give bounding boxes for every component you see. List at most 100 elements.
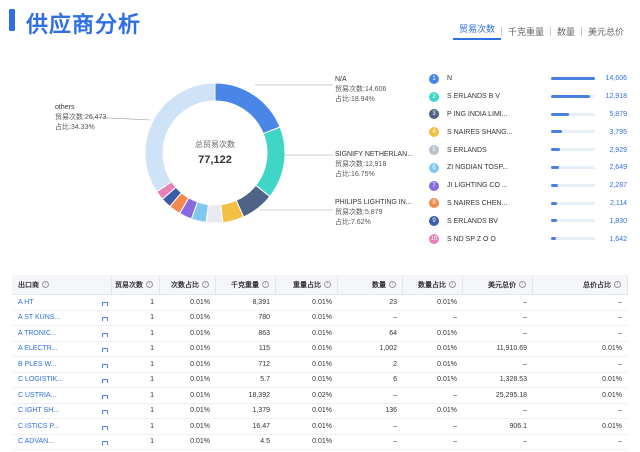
exporter-name-link[interactable]: A HT bbox=[12, 299, 112, 306]
rank-number-badge: 4 bbox=[429, 127, 439, 138]
ranking-row[interactable]: 5 S ERLANDS 2,929 bbox=[425, 141, 630, 159]
table-cell: – bbox=[618, 360, 622, 368]
table-cell: – bbox=[523, 407, 527, 415]
info-icon[interactable]: i bbox=[389, 281, 396, 288]
tab-divider bbox=[500, 26, 502, 36]
rank-value: 1,830 bbox=[609, 217, 627, 225]
ranking-row[interactable]: 4 S NAIRES SHANG... 3,795 bbox=[425, 123, 630, 141]
rank-bar-track bbox=[551, 165, 595, 169]
table-cell: 0.01% bbox=[312, 298, 332, 306]
rank-number-badge: 9 bbox=[429, 216, 439, 227]
ranking-row[interactable]: 1 N 14,606 bbox=[425, 70, 630, 88]
table-cell: – bbox=[453, 314, 457, 322]
table-cell: 64 bbox=[389, 329, 397, 337]
ranking-row[interactable]: 9 S ERLANDS BV 1,830 bbox=[425, 212, 630, 230]
donut-center-label: 总贸易次数 bbox=[195, 139, 235, 149]
table-cell: 0.01% bbox=[437, 360, 457, 368]
table-cell: 0.01% bbox=[190, 314, 210, 322]
exporter-name-link[interactable]: C LOGISTIK... bbox=[12, 376, 112, 384]
info-icon[interactable]: i bbox=[324, 281, 331, 288]
ranking-row[interactable]: 3 P ING INDIA LIMI... 5,879 bbox=[425, 106, 630, 124]
rank-bar-track bbox=[551, 237, 595, 241]
info-icon[interactable]: i bbox=[449, 281, 456, 288]
copy-icon[interactable] bbox=[102, 379, 108, 384]
rank-bar-track bbox=[551, 148, 595, 152]
annotation-philips-name: PHILIPS LIGHTING IN... bbox=[335, 199, 412, 206]
exporter-name-link[interactable]: C IGHT SH... bbox=[12, 407, 112, 415]
info-icon[interactable]: i bbox=[42, 281, 49, 288]
copy-icon[interactable] bbox=[102, 348, 108, 353]
column-header[interactable]: 总价占比 i bbox=[533, 274, 628, 295]
rank-value: 2,114 bbox=[610, 199, 627, 207]
table-cell: – bbox=[618, 314, 622, 322]
column-header[interactable]: 重量占比 i bbox=[276, 274, 338, 295]
exporter-name-link[interactable]: B PLES W... bbox=[12, 361, 112, 368]
table-cell: 0.01% bbox=[602, 376, 622, 384]
donut-slice-11[interactable] bbox=[144, 82, 216, 193]
table-cell: – bbox=[523, 314, 527, 322]
ranking-row[interactable]: 8 S NAIRES CHEN... 2,114 bbox=[425, 195, 630, 213]
annotation-na-count: 贸易次数:14,606 bbox=[335, 86, 387, 93]
table-cell: 6 bbox=[393, 376, 397, 384]
table-cell: – bbox=[618, 298, 622, 306]
column-header[interactable]: 数量 i bbox=[338, 274, 403, 295]
info-icon[interactable]: i bbox=[519, 281, 526, 288]
table-cell: 0.02% bbox=[312, 391, 332, 399]
table-cell: – bbox=[393, 422, 397, 430]
table-cell: 1,379 bbox=[252, 407, 270, 415]
copy-icon[interactable] bbox=[102, 441, 108, 446]
annotation-others-count: 贸易次数:26,473 bbox=[55, 114, 107, 121]
tab-trade-count[interactable]: 贸易次数 bbox=[452, 22, 501, 40]
table-row: A ST KUNS... 1 0.01% 780 0.01% – – – – bbox=[12, 311, 628, 326]
copy-icon[interactable] bbox=[102, 425, 108, 430]
table-cell: 0.01% bbox=[602, 422, 622, 430]
copy-icon[interactable] bbox=[102, 394, 108, 399]
exporter-name-link[interactable]: C USTRIA... bbox=[12, 392, 112, 399]
table-cell: – bbox=[453, 391, 457, 399]
table-row: C USTRIA... 1 0.01% 18,392 0.02% – – 25,295.18 0… bbox=[12, 388, 628, 404]
table-cell: 16.47 bbox=[252, 422, 270, 430]
tab-quantity[interactable]: 数量 bbox=[556, 26, 575, 37]
rank-bar-fill bbox=[551, 112, 569, 116]
info-icon[interactable]: i bbox=[614, 281, 621, 288]
exporter-name-link[interactable]: A TRONIC... bbox=[12, 330, 112, 337]
tab-usd-total[interactable]: 美元总价 bbox=[587, 26, 624, 37]
table-row: C ISTICS P... 1 0.01% 16.47 0.01% – – 906.1 0.01… bbox=[12, 419, 628, 435]
exporter-name-link[interactable]: A ST KUNS... bbox=[12, 314, 112, 322]
table-cell: 1 bbox=[150, 391, 154, 399]
table-cell: 1 bbox=[150, 360, 154, 368]
copy-icon[interactable] bbox=[102, 317, 108, 322]
ranking-row[interactable]: 7 JI LIGHTING CO ... 2,287 bbox=[425, 177, 630, 195]
info-icon[interactable]: i bbox=[262, 281, 269, 288]
ranking-row[interactable]: 2 S ERLANDS B V 12,918 bbox=[425, 88, 630, 106]
rank-value: 1,642 bbox=[609, 235, 627, 243]
exporter-table: 出口商 i 贸易次数 i 次数占比 i 千克重量 i 重量占比 i 数量 i 数量占比 i 美元总价 i 总价占… bbox=[12, 274, 628, 450]
copy-icon[interactable] bbox=[102, 363, 108, 368]
table-row: A ELECTR... 1 0.01% 115 0.01% 1,002 0.01% 11,91… bbox=[12, 342, 628, 357]
column-header[interactable]: 数量占比 i bbox=[403, 274, 463, 295]
exporter-name-link[interactable]: A ELECTR... bbox=[12, 345, 112, 353]
donut-slice-5[interactable] bbox=[205, 204, 224, 224]
ranking-row[interactable]: 10 S ND SP Z O O 1,642 bbox=[425, 230, 630, 248]
tab-weight-kg[interactable]: 千克重量 bbox=[507, 26, 544, 37]
table-row: B PLES W... 1 0.01% 712 0.01% 2 0.01% – – bbox=[12, 357, 628, 373]
table-cell: 23 bbox=[389, 298, 397, 306]
copy-icon[interactable] bbox=[102, 301, 108, 306]
ranking-row[interactable]: 6 ZI NGDIAN TOSP... 2,649 bbox=[425, 159, 630, 177]
column-header[interactable]: 美元总价 i bbox=[463, 274, 533, 295]
column-header[interactable]: 贸易次数 i bbox=[112, 274, 160, 295]
table-row: C IGHT SH... 1 0.01% 1,379 0.01% 136 0.01% – – bbox=[12, 404, 628, 419]
rank-supplier-name: S NAIRES SHANG... bbox=[447, 128, 513, 136]
column-header[interactable]: 次数占比 i bbox=[160, 274, 216, 295]
info-icon[interactable]: i bbox=[202, 281, 209, 288]
table-cell: 25,295.18 bbox=[495, 391, 527, 399]
column-header[interactable]: 出口商 i bbox=[12, 274, 112, 295]
info-icon[interactable]: i bbox=[146, 281, 153, 288]
column-header[interactable]: 千克重量 i bbox=[216, 274, 276, 295]
copy-icon[interactable] bbox=[102, 332, 108, 337]
table-cell: 1 bbox=[150, 329, 154, 337]
rank-supplier-name: N bbox=[447, 75, 453, 83]
exporter-name-link[interactable]: C ISTICS P... bbox=[12, 423, 112, 430]
exporter-name-link[interactable]: C ADVAN... bbox=[12, 438, 112, 446]
copy-icon[interactable] bbox=[102, 410, 108, 415]
